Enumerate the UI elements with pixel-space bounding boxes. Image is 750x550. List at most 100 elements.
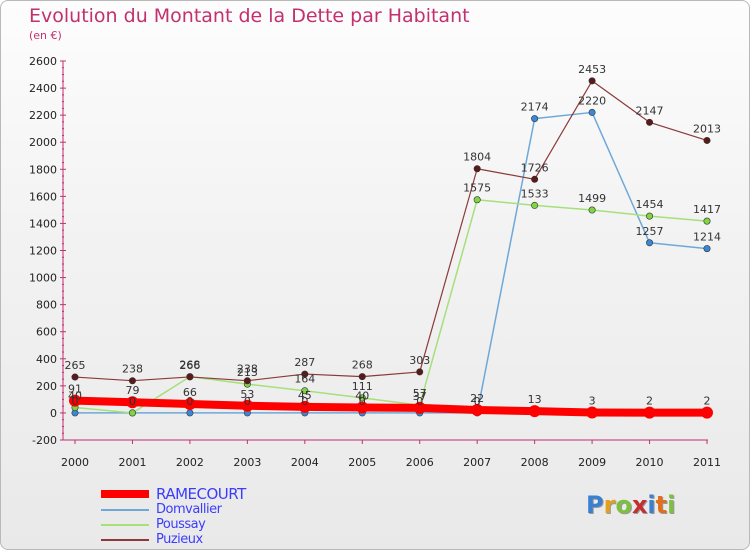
- data-point-domvallier: [531, 115, 539, 123]
- data-label-puzieux: 238: [122, 363, 143, 376]
- data-label-poussay: 111: [352, 380, 373, 393]
- series-line-ramecourt: [71, 396, 711, 417]
- data-label-ramecourt: 66: [183, 386, 197, 399]
- data-point-ramecourt: [471, 403, 484, 416]
- y-tick-label: 1200: [29, 245, 57, 258]
- data-label-poussay: 1454: [636, 198, 664, 211]
- data-label-domvallier: 1257: [636, 225, 664, 238]
- data-label-puzieux: 265: [65, 359, 86, 372]
- y-tick-label: 2400: [29, 82, 57, 95]
- data-point-puzieux: [243, 377, 251, 385]
- data-point-poussay: [358, 394, 366, 402]
- data-label-ramecourt: 2: [704, 395, 711, 408]
- data-point-puzieux: [646, 118, 654, 126]
- data-point-ramecourt: [241, 399, 254, 412]
- legend-label-puzieux: Puzieux: [156, 532, 203, 547]
- data-label-domvallier: 0: [72, 395, 79, 408]
- data-label-ramecourt: 45: [298, 389, 312, 402]
- data-label-puzieux: 268: [352, 359, 373, 372]
- data-point-ramecourt: [356, 401, 369, 414]
- data-label-ramecourt: 91: [68, 383, 82, 396]
- series-line-puzieux: [74, 80, 708, 382]
- data-point-puzieux: [531, 175, 539, 183]
- x-tick-label: 2011: [693, 456, 721, 469]
- data-label-poussay: 1533: [521, 187, 549, 200]
- data-point-puzieux: [703, 136, 711, 144]
- x-tick-label: 2008: [521, 456, 549, 469]
- data-point-puzieux: [416, 368, 424, 376]
- series-line-domvallier: [74, 111, 708, 414]
- data-label-ramecourt: 40: [355, 390, 369, 403]
- legend-label-poussay: Poussay: [156, 517, 206, 532]
- data-label-poussay: 164: [294, 373, 315, 386]
- data-point-domvallier: [646, 239, 654, 247]
- legend-item-domvallier: Domvallier: [101, 502, 341, 517]
- data-label-domvallier: 0: [244, 395, 251, 408]
- x-tick-label: 2010: [636, 456, 664, 469]
- x-tick-label: 2005: [348, 456, 376, 469]
- proxiti-logo: Proxiti: [586, 491, 676, 519]
- y-tick-label: 0: [50, 407, 57, 420]
- data-label-domvallier: 0: [129, 395, 136, 408]
- data-label-poussay: 1575: [463, 182, 491, 195]
- x-tick-label: 2003: [233, 456, 261, 469]
- data-label-poussay: 1499: [578, 192, 606, 205]
- data-label-poussay: 268: [179, 359, 200, 372]
- data-label-poussay: 213: [237, 366, 258, 379]
- y-tick-label: 1000: [29, 272, 57, 285]
- data-label-domvallier: 0: [416, 395, 423, 408]
- data-label-poussay: 57: [413, 387, 427, 400]
- data-point-puzieux: [128, 377, 136, 385]
- data-label-domvallier: 2220: [578, 94, 606, 107]
- data-point-ramecourt: [413, 401, 426, 414]
- legend-swatch-puzieux: [101, 539, 149, 541]
- data-point-poussay: [646, 212, 654, 220]
- data-label-poussay: 1417: [693, 203, 721, 216]
- data-point-poussay: [473, 196, 481, 204]
- data-point-puzieux: [301, 370, 309, 378]
- y-tick-label: 1400: [29, 217, 57, 230]
- data-point-puzieux: [358, 373, 366, 381]
- y-tick-label: 2000: [29, 136, 57, 149]
- y-tick-label: 400: [36, 353, 57, 366]
- data-label-puzieux: 2147: [636, 104, 664, 117]
- data-point-domvallier: [703, 245, 711, 253]
- data-label-puzieux: 2453: [578, 63, 606, 76]
- data-point-poussay: [128, 409, 136, 417]
- legend-item-poussay: Poussay: [101, 517, 341, 532]
- data-label-domvallier: 1214: [693, 231, 721, 244]
- x-tick-label: 2006: [406, 456, 434, 469]
- data-point-poussay: [703, 217, 711, 225]
- legend-label-ramecourt: RAMECOURT: [156, 485, 246, 503]
- legend-swatch-poussay: [101, 524, 149, 526]
- y-tick-label: 1600: [29, 190, 57, 203]
- data-label-domvallier: 0: [359, 395, 366, 408]
- legend-swatch-ramecourt: [101, 490, 149, 498]
- data-point-ramecourt: [528, 405, 541, 418]
- data-point-puzieux: [473, 165, 481, 173]
- data-label-domvallier: 0: [301, 395, 308, 408]
- data-label-ramecourt: 53: [240, 388, 254, 401]
- data-label-ramecourt: 37: [413, 390, 427, 403]
- data-label-domvallier: 0: [474, 395, 481, 408]
- y-tick-label: 600: [36, 326, 57, 339]
- x-tick-label: 2004: [291, 456, 319, 469]
- x-tick-label: 2002: [176, 456, 204, 469]
- x-tick-label: 2007: [463, 456, 491, 469]
- data-point-poussay: [301, 387, 309, 395]
- y-tick-label: 1800: [29, 163, 57, 176]
- data-label-poussay: 0: [129, 395, 136, 408]
- data-point-puzieux: [71, 373, 79, 381]
- y-tick-label: 200: [36, 380, 57, 393]
- data-label-puzieux: 303: [409, 354, 430, 367]
- data-label-puzieux: 1726: [521, 161, 549, 174]
- x-tick-label: 2000: [61, 456, 89, 469]
- data-point-ramecourt: [69, 394, 81, 407]
- legend-label-domvallier: Domvallier: [156, 502, 222, 517]
- y-tick-label: 2600: [29, 55, 57, 68]
- data-point-poussay: [531, 201, 539, 209]
- data-point-ramecourt: [298, 400, 311, 413]
- data-label-puzieux: 1804: [463, 151, 491, 164]
